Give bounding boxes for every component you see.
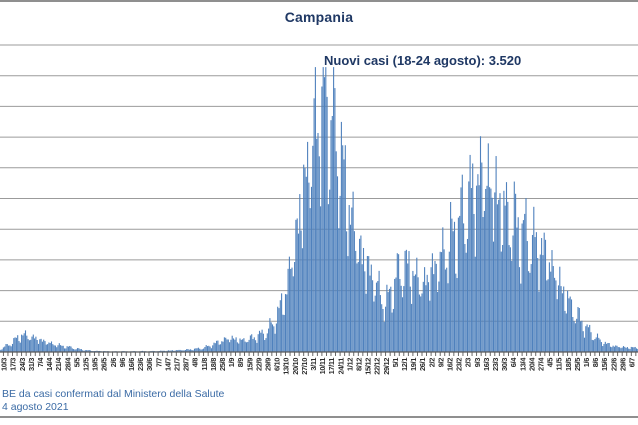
x-tick-label: 24/3	[18, 358, 27, 371]
x-tick-label: 31/3	[27, 358, 36, 371]
x-tick-label: 7/7	[154, 358, 163, 367]
x-tick-label: 18/5	[564, 358, 573, 371]
x-tick-label: 12/1	[400, 358, 409, 371]
x-tick-label: 17/3	[9, 358, 18, 371]
x-tick-label: 15/12	[364, 358, 373, 375]
x-tick-label: 6/10	[273, 358, 282, 371]
x-tick-label: 29/9	[264, 358, 273, 371]
bars-group	[0, 67, 638, 353]
x-tick-label: 8/9	[236, 358, 245, 367]
x-tick-label: 2/2	[427, 358, 436, 367]
x-tick-label: 19/5	[91, 358, 100, 371]
x-tick-label: 23/6	[136, 358, 145, 371]
x-tick-label: 30/3	[500, 358, 509, 371]
x-tick-label: 1/9	[227, 358, 236, 367]
x-tick-label: 17/11	[327, 358, 336, 375]
x-tick-label: 8/6	[591, 358, 600, 367]
x-tick-label: 1/12	[345, 358, 354, 371]
x-tick-label: 25/8	[218, 358, 227, 371]
x-tick-label: 4/8	[191, 358, 200, 367]
bottom-divider	[0, 416, 638, 418]
x-tick-label: 8/12	[355, 358, 364, 371]
source-note-line2: 4 agosto 2021	[2, 401, 69, 413]
x-tick-label: 5/1	[391, 358, 400, 367]
x-tick-label: 27/10	[300, 358, 309, 375]
x-tick-label: 9/2	[436, 358, 445, 367]
x-tick-label: 28/7	[182, 358, 191, 371]
source-note: BE da casi confermati dal Ministero dell…	[2, 388, 224, 414]
x-tick-label: 14/4	[45, 357, 54, 371]
x-tick-label: 11/8	[200, 358, 209, 371]
x-tick-label: 10/3	[0, 358, 9, 371]
x-tick-label: 20/4	[527, 357, 536, 371]
x-tick-label: 27/4	[537, 357, 546, 371]
chart-title: Campania	[284, 9, 354, 25]
x-tick-label: 20/10	[291, 358, 300, 375]
x-tick-label: 24/11	[336, 358, 345, 375]
x-tick-label: 21/7	[173, 358, 182, 371]
x-tick-label: 21/4	[54, 357, 63, 371]
x-tick-label: 9/3	[473, 358, 482, 367]
x-tick-label: 29/6	[618, 358, 627, 371]
x-tick-label: 15/9	[245, 358, 254, 371]
x-tick-label: 6/4	[509, 357, 518, 367]
source-note-line1: BE da casi confermati dal Ministero dell…	[2, 388, 225, 400]
x-tick-label: 12/5	[82, 358, 91, 371]
x-tick-label: 3/11	[309, 358, 318, 371]
top-divider	[0, 0, 638, 2]
x-tick-label: 19/1	[409, 358, 418, 371]
x-tick-label: 30/6	[145, 358, 154, 371]
x-tick-label: 9/6	[118, 358, 127, 367]
x-tick-label: 23/2	[455, 358, 464, 371]
x-tick-label: 26/5	[100, 358, 109, 371]
x-tick-label: 29/12	[382, 358, 391, 375]
x-tick-label: 22/6	[609, 358, 618, 371]
x-tick-label: 6/7	[628, 358, 637, 367]
x-tick-label: 2/6	[109, 358, 118, 367]
x-tick-label: 16/3	[482, 358, 491, 371]
x-tick-label: 13/4	[518, 357, 527, 371]
x-tick-marks-group	[2, 352, 637, 356]
x-tick-labels-group: 3/310/317/324/331/37/414/421/428/45/512/…	[0, 357, 637, 375]
x-tick-label: 16/2	[446, 358, 455, 371]
x-tick-label: 26/1	[418, 358, 427, 371]
x-tick-label: 4/5	[546, 358, 555, 367]
x-tick-label: 2/3	[464, 358, 473, 367]
x-tick-label: 13/10	[282, 358, 291, 375]
x-tick-label: 22/9	[254, 358, 263, 371]
x-tick-label: 16/6	[127, 358, 136, 371]
x-tick-label: 28/4	[63, 357, 72, 371]
x-tick-label: 22/12	[373, 358, 382, 375]
x-tick-label: 15/6	[600, 358, 609, 371]
x-tick-label: 10/11	[318, 358, 327, 375]
x-tick-label: 18/8	[209, 358, 218, 371]
new-cases-annotation: Nuovi casi (18-24 agosto): 3.520	[324, 53, 522, 68]
x-tick-label: 14/7	[163, 358, 172, 371]
x-tick-label: 11/5	[555, 358, 564, 371]
x-tick-label: 5/5	[72, 358, 81, 367]
x-tick-label: 7/4	[36, 357, 45, 367]
x-tick-label: 1/6	[582, 358, 591, 367]
x-tick-label: 25/5	[573, 358, 582, 371]
x-tick-label: 23/3	[491, 358, 500, 371]
